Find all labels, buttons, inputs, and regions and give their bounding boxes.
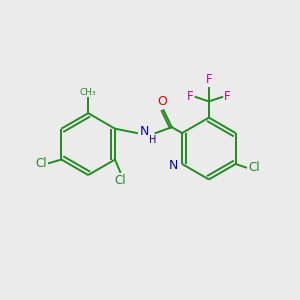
Text: Cl: Cl: [248, 161, 260, 174]
Text: N: N: [169, 159, 178, 172]
Text: N: N: [140, 125, 149, 138]
Text: F: F: [224, 91, 231, 103]
Text: Cl: Cl: [35, 157, 47, 169]
Text: F: F: [206, 73, 212, 86]
Text: O: O: [157, 95, 167, 108]
Text: F: F: [187, 91, 194, 103]
Text: H: H: [149, 134, 156, 145]
Text: Cl: Cl: [114, 174, 126, 187]
Text: CH₃: CH₃: [80, 88, 97, 97]
